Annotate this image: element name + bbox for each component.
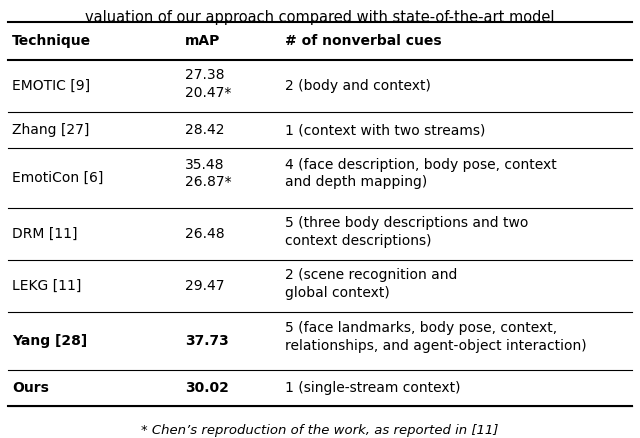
Text: 30.02: 30.02 [185, 381, 229, 395]
Text: LEKG [11]: LEKG [11] [12, 279, 81, 293]
Text: valuation of our approach compared with state-of-the-art model: valuation of our approach compared with … [85, 10, 555, 25]
Text: 1 (context with two streams): 1 (context with two streams) [285, 123, 485, 137]
Text: 29.47: 29.47 [185, 279, 225, 293]
Text: 35.48
26.87*: 35.48 26.87* [185, 158, 232, 190]
Text: # of nonverbal cues: # of nonverbal cues [285, 34, 442, 48]
Text: * Chen’s reproduction of the work, as reported in [11]: * Chen’s reproduction of the work, as re… [141, 424, 499, 437]
Text: 28.42: 28.42 [185, 123, 225, 137]
Text: 1 (single-stream context): 1 (single-stream context) [285, 381, 461, 395]
Text: 27.38
20.47*: 27.38 20.47* [185, 68, 232, 100]
Text: 37.73: 37.73 [185, 334, 228, 348]
Text: 2 (scene recognition and
global context): 2 (scene recognition and global context) [285, 268, 458, 300]
Text: 2 (body and context): 2 (body and context) [285, 79, 431, 93]
Text: 4 (face description, body pose, context
and depth mapping): 4 (face description, body pose, context … [285, 158, 557, 190]
Text: EMOTIC [9]: EMOTIC [9] [12, 79, 90, 93]
Text: Zhang [27]: Zhang [27] [12, 123, 90, 137]
Text: Technique: Technique [12, 34, 91, 48]
Text: 5 (three body descriptions and two
context descriptions): 5 (three body descriptions and two conte… [285, 216, 529, 248]
Text: 5 (face landmarks, body pose, context,
relationships, and agent-object interacti: 5 (face landmarks, body pose, context, r… [285, 321, 587, 353]
Text: Yang [28]: Yang [28] [12, 334, 87, 348]
Text: EmotiCon [6]: EmotiCon [6] [12, 171, 104, 185]
Text: 26.48: 26.48 [185, 227, 225, 241]
Text: DRM [11]: DRM [11] [12, 227, 77, 241]
Text: mAP: mAP [185, 34, 220, 48]
Text: Ours: Ours [12, 381, 49, 395]
